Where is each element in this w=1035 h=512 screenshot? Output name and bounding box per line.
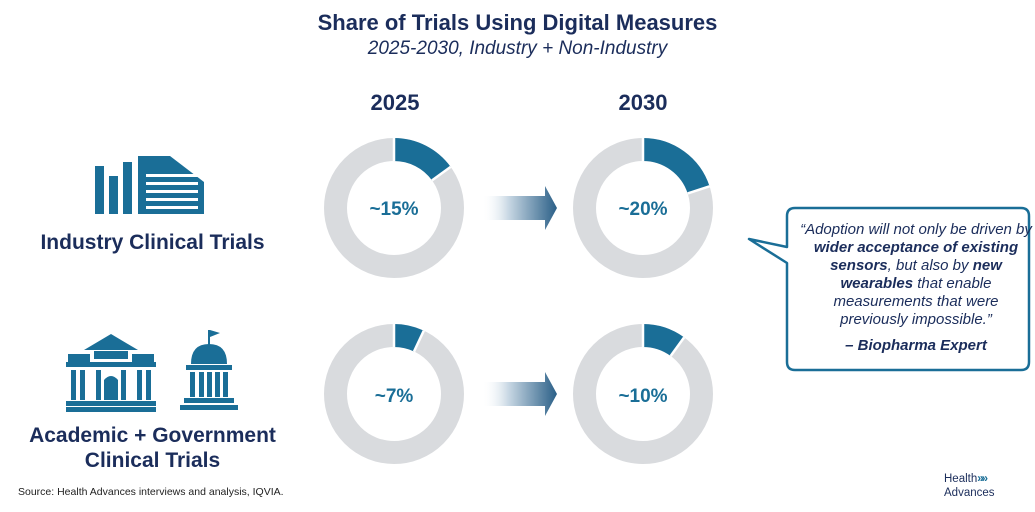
donut-slice-industry-2025 xyxy=(393,138,451,181)
donut-separator-industry-2030-1 xyxy=(687,185,710,195)
office-building-icon xyxy=(95,156,204,214)
data-label-academic-2025: ~7% xyxy=(374,386,414,407)
donut-separator-industry-2025-1 xyxy=(431,165,452,182)
quote-part-3: that enable measurements that were previ… xyxy=(833,275,999,328)
quote-emphasis-2: new wearables xyxy=(840,257,1002,292)
quote-text: “Adoption will not only be driven by wid… xyxy=(800,221,1032,329)
data-label-industry-2025: ~15% xyxy=(369,199,419,220)
arrow-academic xyxy=(482,372,557,416)
donut-separator-academic-2030-1 xyxy=(669,336,686,357)
donut-slice-industry-2030 xyxy=(642,138,710,194)
chart-title: Share of Trials Using Digital Measures xyxy=(317,10,718,35)
donut-separator-academic-2025-1 xyxy=(412,330,425,353)
quote-part-2: , but also by xyxy=(887,257,973,274)
chart-subtitle: 2025-2030, Industry + Non-Industry xyxy=(367,38,668,59)
government-building-icon xyxy=(180,330,238,410)
category-label-academic-line1: Academic + Government xyxy=(29,424,276,447)
donut-slice-academic-2030 xyxy=(642,324,685,357)
donut-slice-academic-2025 xyxy=(393,324,424,352)
category-label-academic-line2: Clinical Trials xyxy=(84,449,221,472)
year-label-2030: 2030 xyxy=(618,90,668,115)
data-label-industry-2030: ~20% xyxy=(618,199,668,220)
data-label-academic-2030: ~10% xyxy=(618,386,668,407)
year-label-2025: 2025 xyxy=(370,90,420,115)
chevrons-icon: »» xyxy=(977,473,988,485)
arrow-industry xyxy=(482,186,557,230)
logo-line2: Advances xyxy=(944,487,995,499)
quote-emphasis-1: wider acceptance of existing sensors xyxy=(813,239,1019,274)
health-advances-logo: Health»» Advances xyxy=(944,472,995,500)
quote-author: – Biopharma Expert xyxy=(845,337,987,354)
logo-line1: Health xyxy=(944,473,978,485)
category-label-academic: Academic + Government Clinical Trials xyxy=(10,423,295,473)
quote-part-1: “Adoption will not only be driven by xyxy=(800,221,1032,238)
category-label-industry: Industry Clinical Trials xyxy=(40,231,265,254)
university-icon xyxy=(66,334,156,412)
source-note: Source: Health Advances interviews and a… xyxy=(18,486,284,498)
quote-bubble xyxy=(747,206,1031,372)
